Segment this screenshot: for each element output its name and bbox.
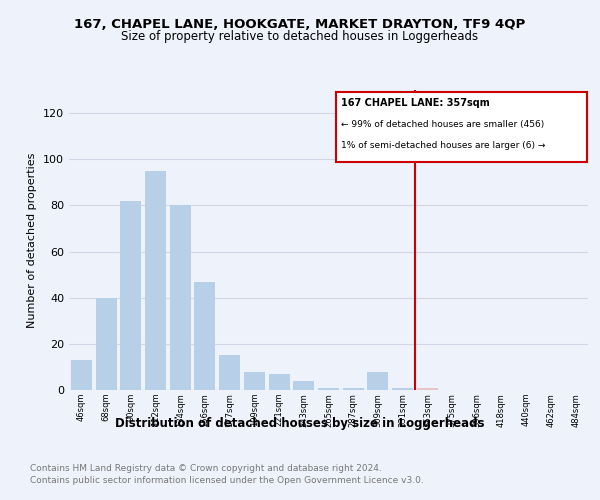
- Bar: [120, 201, 141, 390]
- Bar: [95, 298, 116, 390]
- Bar: [392, 388, 413, 390]
- Text: ← 99% of detached houses are smaller (456): ← 99% of detached houses are smaller (45…: [341, 120, 545, 129]
- Bar: [293, 381, 314, 390]
- Bar: [170, 206, 191, 390]
- Bar: [269, 374, 290, 390]
- FancyBboxPatch shape: [336, 92, 587, 162]
- Bar: [194, 282, 215, 390]
- Bar: [71, 360, 92, 390]
- Bar: [318, 388, 339, 390]
- Text: Size of property relative to detached houses in Loggerheads: Size of property relative to detached ho…: [121, 30, 479, 43]
- Text: Distribution of detached houses by size in Loggerheads: Distribution of detached houses by size …: [115, 418, 485, 430]
- Text: 167, CHAPEL LANE, HOOKGATE, MARKET DRAYTON, TF9 4QP: 167, CHAPEL LANE, HOOKGATE, MARKET DRAYT…: [74, 18, 526, 30]
- Text: 1% of semi-detached houses are larger (6) →: 1% of semi-detached houses are larger (6…: [341, 141, 546, 150]
- Bar: [145, 171, 166, 390]
- Bar: [343, 388, 364, 390]
- Text: Contains public sector information licensed under the Open Government Licence v3: Contains public sector information licen…: [30, 476, 424, 485]
- Text: 167 CHAPEL LANE: 357sqm: 167 CHAPEL LANE: 357sqm: [341, 98, 490, 108]
- Bar: [417, 388, 438, 390]
- Bar: [244, 372, 265, 390]
- Bar: [367, 372, 388, 390]
- Text: Contains HM Land Registry data © Crown copyright and database right 2024.: Contains HM Land Registry data © Crown c…: [30, 464, 382, 473]
- Bar: [219, 356, 240, 390]
- Y-axis label: Number of detached properties: Number of detached properties: [28, 152, 37, 328]
